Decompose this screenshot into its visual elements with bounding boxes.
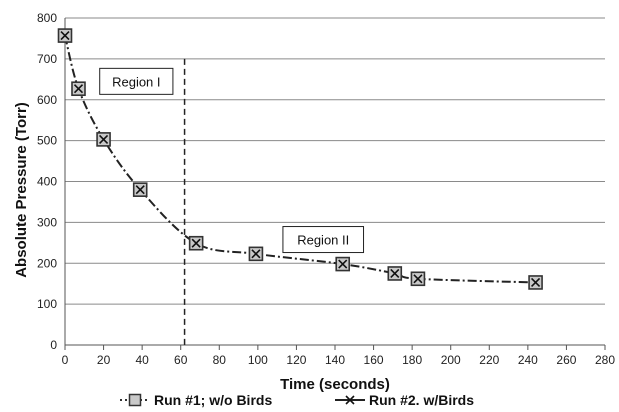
legend-marker-run1 xyxy=(128,393,142,407)
y-tick-label: 600 xyxy=(37,93,57,107)
y-tick-label: 300 xyxy=(37,215,57,229)
legend-item-run1: Run #1; w/o Birds xyxy=(120,392,272,408)
run2-point-stroke xyxy=(413,274,423,284)
legend-label-run2: Run #2. w/Birds xyxy=(369,392,474,408)
x-tick-label: 100 xyxy=(248,353,268,367)
x-tick-label: 160 xyxy=(364,353,384,367)
x-tick-labels: 0 20 40 60 80 100 120 140 160 180 200 220 240 260 280 xyxy=(62,345,615,367)
x-tick-label: 80 xyxy=(213,353,227,367)
legend-item-run2: Run #2. w/Birds xyxy=(335,392,474,408)
region-label-text: Region II xyxy=(297,233,349,248)
run2-point-stroke xyxy=(60,31,70,41)
run2-point xyxy=(73,84,84,94)
data-series xyxy=(57,28,543,290)
run2-point xyxy=(60,31,70,41)
run2-point xyxy=(390,268,400,279)
x-tick-label: 0 xyxy=(62,353,69,367)
x-tick-label: 60 xyxy=(174,353,188,367)
run2-point-stroke xyxy=(99,134,109,144)
region-label: Region II xyxy=(282,226,365,254)
x-tick-label: 20 xyxy=(97,353,111,367)
run2-point xyxy=(531,277,541,288)
run2-point xyxy=(191,238,201,248)
run2-point-stroke xyxy=(338,259,348,269)
run2-point-stroke xyxy=(135,185,145,195)
x-tick-label: 140 xyxy=(325,353,345,367)
y-tick-label: 200 xyxy=(37,256,57,270)
run2-point-stroke xyxy=(73,84,84,94)
y-axis-title: Absolute Pressure (Torr) xyxy=(13,102,30,278)
run2-point-stroke xyxy=(390,268,400,279)
region-annotations: Region I Region II xyxy=(99,67,365,254)
run2-point xyxy=(251,249,261,259)
region-label-text: Region I xyxy=(112,74,160,89)
x-tick-label: 120 xyxy=(286,353,306,367)
y-tick-label: 700 xyxy=(37,52,57,66)
y-tick-label: 800 xyxy=(37,11,57,25)
x-tick-label: 220 xyxy=(479,353,499,367)
region-label: Region I xyxy=(99,67,174,95)
run2-point xyxy=(99,134,109,144)
run2-point xyxy=(338,259,348,269)
x-axis-title: Time (seconds) xyxy=(280,376,390,393)
y-tick-label: 0 xyxy=(50,338,57,352)
run2-point xyxy=(135,185,145,195)
y-tick-label: 400 xyxy=(37,175,57,189)
region-label-box xyxy=(99,67,174,95)
y-tick-labels: 0 100 200 300 400 500 600 700 800 xyxy=(37,11,57,352)
run2-point xyxy=(413,274,423,284)
run2-point-stroke xyxy=(531,277,541,288)
y-tick-label: 500 xyxy=(37,134,57,148)
run2-line xyxy=(64,35,536,284)
x-tick-label: 200 xyxy=(441,353,461,367)
legend-label-run1: Run #1; w/o Birds xyxy=(154,392,272,408)
run2-point-stroke xyxy=(191,238,201,248)
legend: Run #1; w/o Birds Run #2. w/Birds xyxy=(120,392,474,408)
x-tick-label: 260 xyxy=(556,353,576,367)
grid-lines xyxy=(65,17,605,305)
region-label-box xyxy=(282,226,365,254)
legend-marker-run2 xyxy=(345,395,355,405)
y-tick-label: 100 xyxy=(37,297,57,311)
x-tick-label: 180 xyxy=(402,353,422,367)
x-tick-label: 40 xyxy=(135,353,149,367)
run2-point-stroke xyxy=(251,249,261,259)
x-tick-label: 240 xyxy=(518,353,538,367)
x-tick-label: 280 xyxy=(595,353,615,367)
